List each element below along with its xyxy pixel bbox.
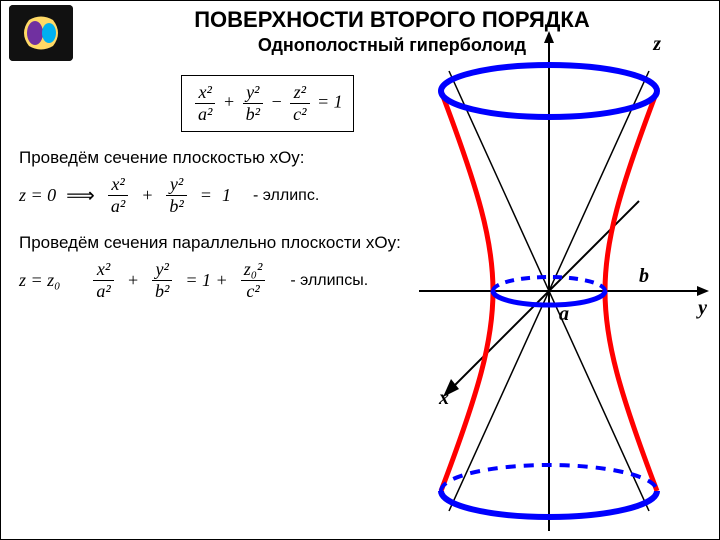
a-label: a: [559, 303, 569, 326]
logo-image: [9, 5, 73, 61]
x-label: x: [439, 387, 449, 410]
b-label: b: [639, 265, 649, 288]
page-title: ПОВЕРХНОСТИ ВТОРОГО ПОРЯДКА: [73, 7, 711, 33]
z-label: z: [653, 33, 661, 56]
main-equation: x²a² + y²b² − z²c² = 1: [181, 75, 354, 132]
hyperboloid-diagram: z y x a b: [389, 31, 709, 531]
y-label: y: [698, 297, 707, 320]
